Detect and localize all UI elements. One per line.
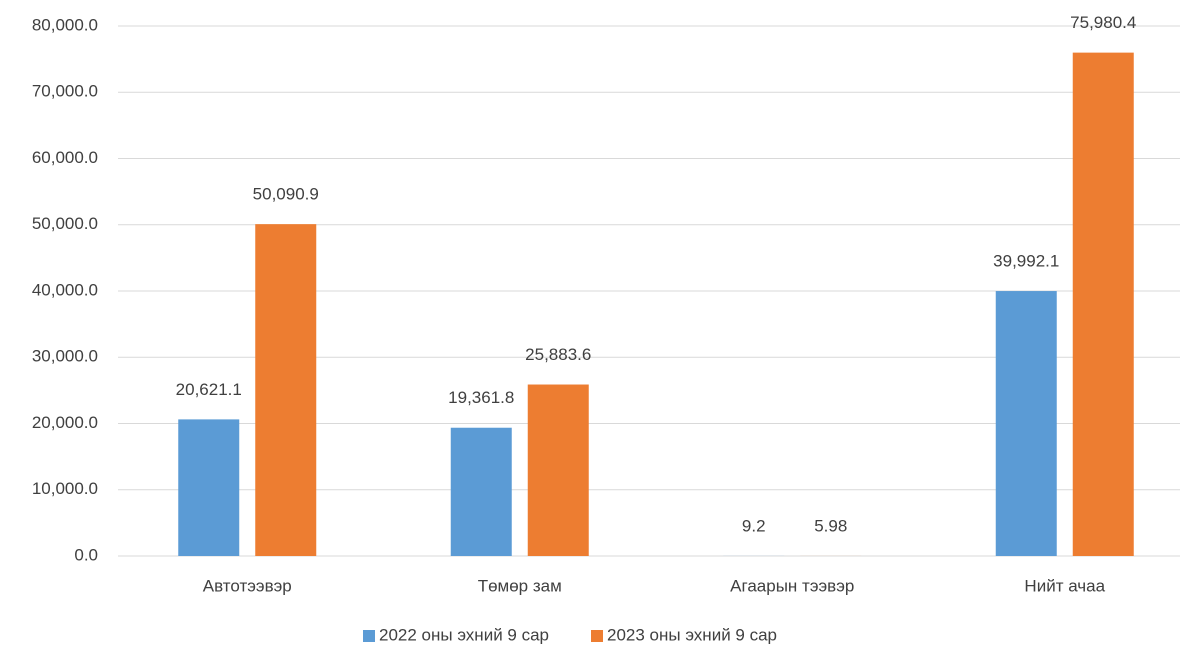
value-label: 9.2 bbox=[742, 516, 766, 535]
legend-swatch bbox=[591, 630, 603, 642]
y-tick-label: 70,000.0 bbox=[32, 82, 98, 101]
value-label: 75,980.4 bbox=[1070, 13, 1136, 32]
value-label: 19,361.8 bbox=[448, 388, 514, 407]
y-tick-label: 20,000.0 bbox=[32, 413, 98, 432]
y-tick-label: 30,000.0 bbox=[32, 347, 98, 366]
legend-label: 2022 оны эхний 9 сар bbox=[379, 625, 549, 644]
x-tick-label: Нийт ачаа bbox=[1024, 576, 1105, 595]
bar bbox=[178, 419, 240, 556]
value-label: 39,992.1 bbox=[993, 252, 1059, 271]
value-label: 20,621.1 bbox=[176, 380, 242, 399]
y-tick-label: 0.0 bbox=[74, 545, 98, 564]
bar bbox=[450, 427, 512, 556]
x-tick-label: Агаарын тээвэр bbox=[730, 576, 854, 595]
y-tick-label: 60,000.0 bbox=[32, 148, 98, 167]
y-tick-label: 10,000.0 bbox=[32, 479, 98, 498]
y-tick-label: 80,000.0 bbox=[32, 15, 98, 34]
y-tick-label: 40,000.0 bbox=[32, 280, 98, 299]
bar bbox=[255, 224, 317, 557]
value-label: 50,090.9 bbox=[253, 185, 319, 204]
y-tick-label: 50,000.0 bbox=[32, 214, 98, 233]
value-label: 25,883.6 bbox=[525, 345, 591, 364]
bar bbox=[527, 384, 589, 556]
bar bbox=[1072, 52, 1134, 556]
legend-label: 2023 оны эхний 9 сар bbox=[607, 625, 777, 644]
x-tick-label: Автотээвэр bbox=[203, 576, 292, 595]
legend-swatch bbox=[363, 630, 375, 642]
x-tick-label: Төмөр зам bbox=[478, 576, 562, 595]
value-label: 5.98 bbox=[814, 516, 847, 535]
bar bbox=[995, 291, 1057, 556]
